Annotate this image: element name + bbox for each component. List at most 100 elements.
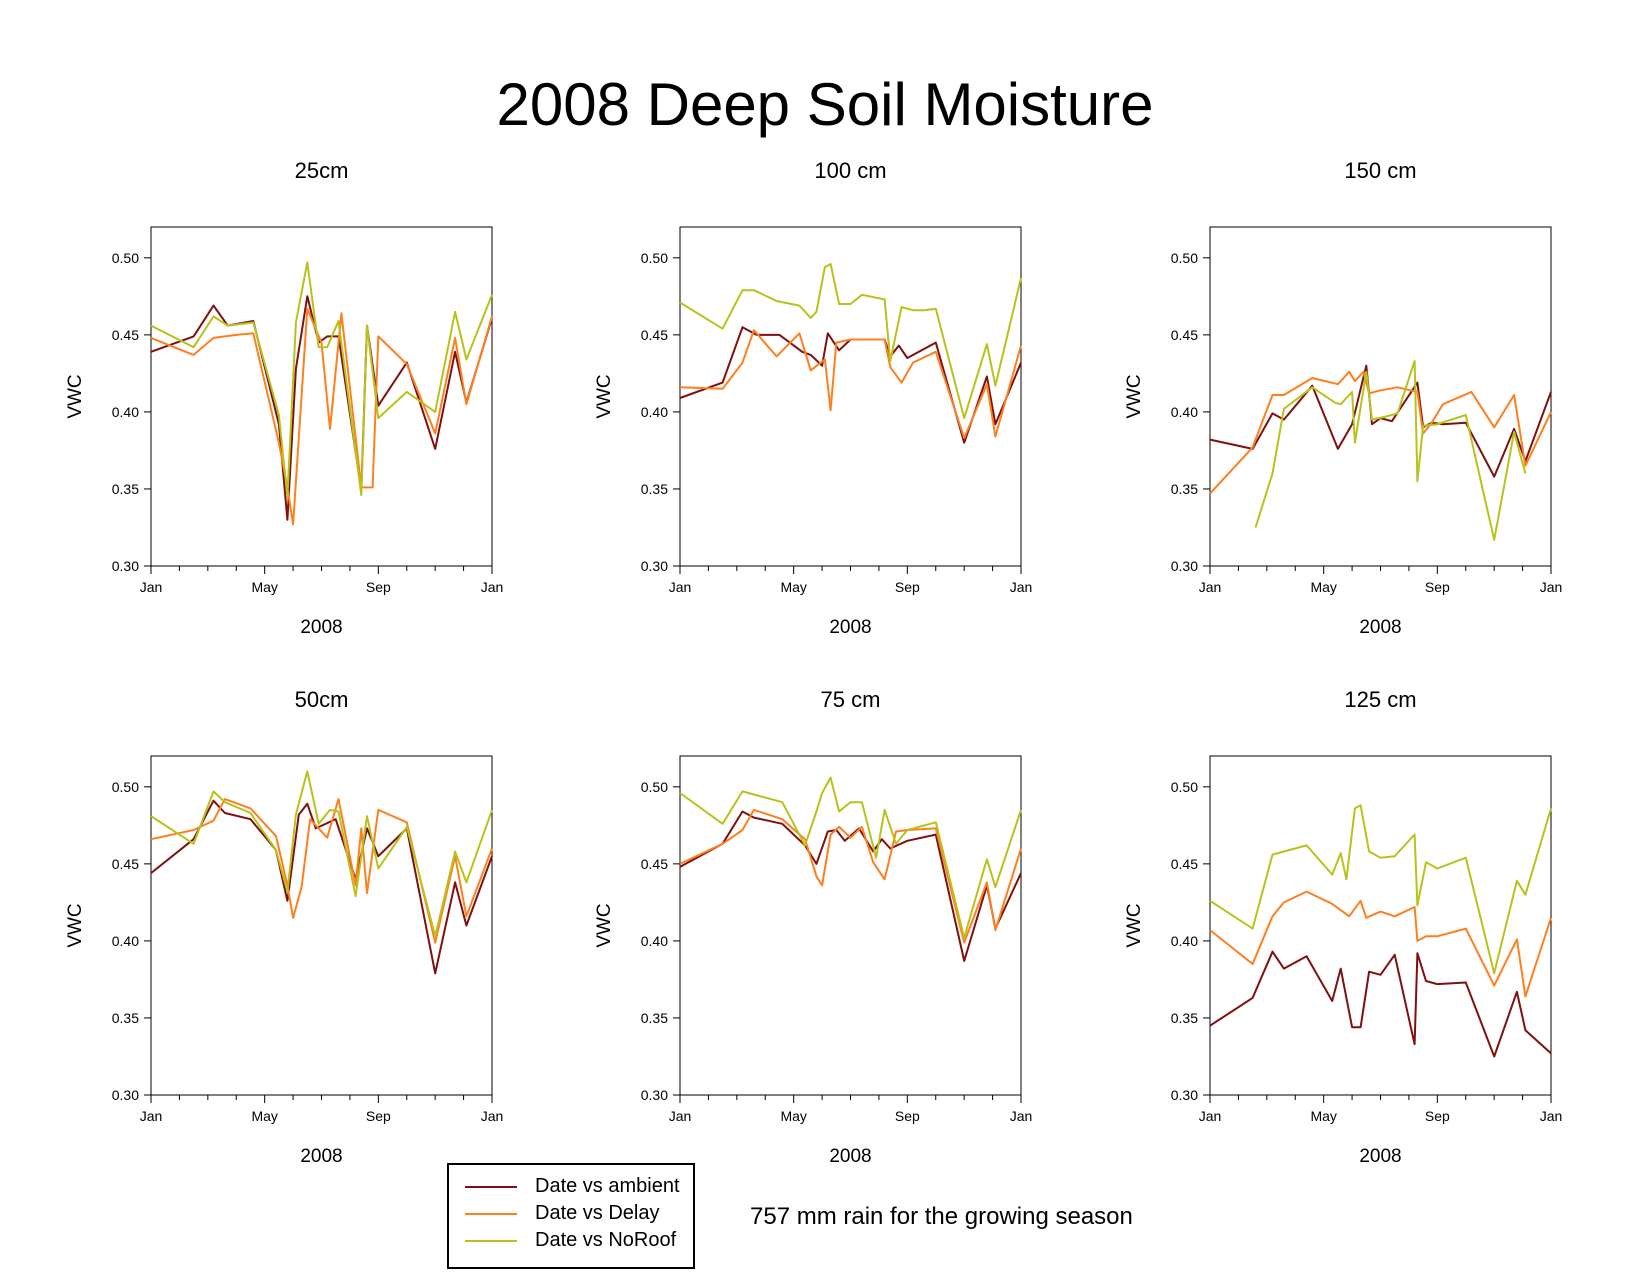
panel-2-xtick-label-1: May [780, 579, 806, 595]
panel-5-series-1-line [679, 810, 1022, 962]
panel-4-xlabel: 2008 [300, 1146, 342, 1167]
panel-2-ytick-label-3: 0.45 [641, 327, 668, 343]
panel-1-xlabel: 2008 [300, 617, 342, 638]
panel-4-ytick-label-0: 0.30 [112, 1087, 139, 1103]
legend-label-delay: Date vs Delay [535, 1202, 660, 1224]
panel-5-ytick-label-0: 0.30 [641, 1087, 668, 1103]
rain-note: 757 mm rain for the growing season [750, 1203, 1133, 1230]
panel-3-ytick-label-3: 0.45 [1171, 327, 1198, 343]
panel-2-title: 100 cm [814, 158, 886, 183]
panel-2-xlabel: 2008 [829, 617, 871, 638]
panel-6-series-1-line [1209, 950, 1552, 1058]
panel-4-xtick-label-0: Jan [140, 1108, 163, 1124]
panel-1-xtick-label-3: Jan [481, 579, 504, 595]
panel-3-frame [1209, 226, 1552, 567]
panel-5-xtick-label-3: Jan [1010, 1108, 1033, 1124]
panel-6-xtick-label-1: May [1310, 1108, 1336, 1124]
panel-1-xtick-label-1: May [251, 579, 277, 595]
panel-4-xtick-label-2: Sep [366, 1108, 391, 1124]
panel-5-title: 75 cm [821, 687, 881, 712]
panel-4-title: 50cm [295, 687, 349, 712]
panel-6-xlabel: 2008 [1359, 1146, 1401, 1167]
panel-1-xtick-label-2: Sep [366, 579, 391, 595]
legend-swatch-ambient [465, 1185, 517, 1188]
panel-3-xlabel: 2008 [1359, 617, 1401, 638]
panel-2-xtick-label-3: Jan [1010, 579, 1033, 595]
panel-4-ytick-label-3: 0.45 [112, 856, 139, 872]
panel-5-xtick-label-2: Sep [895, 1108, 920, 1124]
panel-3-ylabel: VWC [1124, 374, 1145, 418]
panel-6-ytick-label-0: 0.30 [1171, 1087, 1198, 1103]
panel-1-ytick-label-1: 0.35 [112, 481, 139, 497]
panel-1-ylabel: VWC [65, 374, 86, 418]
legend-label-noroof: Date vs NoRoof [535, 1229, 677, 1251]
panel-3-series-2-line [1209, 370, 1552, 495]
panel-5-ytick-label-1: 0.35 [641, 1010, 668, 1026]
panel-2-series-2-line [679, 329, 1022, 440]
panel-6-ytick-label-1: 0.35 [1171, 1010, 1198, 1026]
panel-6-title: 125 cm [1344, 687, 1416, 712]
panel-5-xtick-label-1: May [780, 1108, 806, 1124]
panel-6-ytick-label-3: 0.45 [1171, 856, 1198, 872]
panel-3-ytick-label-0: 0.30 [1171, 558, 1198, 574]
panel-6-xtick-label-0: Jan [1199, 1108, 1222, 1124]
panel-4-series-3-line [150, 770, 493, 938]
panel-3-series-3-line [1254, 360, 1527, 541]
legend-swatch-noroof [465, 1239, 517, 1242]
panel-5-ytick-label-2: 0.40 [641, 933, 668, 949]
legend: Date vs ambient Date vs Delay Date vs No… [447, 1163, 695, 1269]
panel-2-xtick-label-2: Sep [895, 579, 920, 595]
panel-5-ytick-label-3: 0.45 [641, 856, 668, 872]
panel-2-ytick-label-0: 0.30 [641, 558, 668, 574]
panel-6-ytick-label-2: 0.40 [1171, 933, 1198, 949]
panel-6-series-3-line [1209, 804, 1552, 975]
legend-label-ambient: Date vs ambient [535, 1175, 680, 1197]
panel-2-series-3-line [679, 263, 1022, 420]
panel-4-series-1-line [150, 799, 493, 975]
panel-3-xtick-label-3: Jan [1540, 579, 1563, 595]
panel-1-xtick-label-0: Jan [140, 579, 163, 595]
legend-item-noroof: Date vs NoRoof [465, 1229, 676, 1253]
page-title: 2008 Deep Soil Moisture [496, 71, 1154, 138]
panel-6-xtick-label-2: Sep [1425, 1108, 1450, 1124]
panel-4-ytick-label-4: 0.50 [112, 779, 139, 795]
panel-4-xtick-label-3: Jan [481, 1108, 504, 1124]
panel-3-xtick-label-2: Sep [1425, 579, 1450, 595]
panel-3-ytick-label-2: 0.40 [1171, 404, 1198, 420]
panel-5-xlabel: 2008 [829, 1146, 871, 1167]
panel-5-series-3-line [679, 776, 1022, 939]
legend-swatch-delay [465, 1212, 517, 1215]
panel-5-xtick-label-0: Jan [669, 1108, 692, 1124]
panel-2-ytick-label-1: 0.35 [641, 481, 668, 497]
panel-3-xtick-label-0: Jan [1199, 579, 1222, 595]
panel-6-xtick-label-3: Jan [1540, 1108, 1563, 1124]
panel-6-series-2-line [1209, 890, 1552, 998]
panel-4-xtick-label-1: May [251, 1108, 277, 1124]
panel-4-ytick-label-2: 0.40 [112, 933, 139, 949]
panel-2-ytick-label-4: 0.50 [641, 250, 668, 266]
panel-3-ytick-label-4: 0.50 [1171, 250, 1198, 266]
panel-2-ytick-label-2: 0.40 [641, 404, 668, 420]
panel-1-series-3-line [150, 261, 493, 498]
panel-3-ytick-label-1: 0.35 [1171, 481, 1198, 497]
panel-2-ylabel: VWC [594, 374, 615, 418]
panel-1-ytick-label-3: 0.45 [112, 327, 139, 343]
panel-4-ytick-label-1: 0.35 [112, 1010, 139, 1026]
legend-item-delay: Date vs Delay [465, 1202, 660, 1226]
panel-3-title: 150 cm [1344, 158, 1416, 183]
panel-3-xtick-label-1: May [1310, 579, 1336, 595]
panel-6-ytick-label-4: 0.50 [1171, 779, 1198, 795]
panel-5-series-2-line [679, 808, 1022, 944]
panel-3-series-1-line [1209, 364, 1552, 478]
legend-item-ambient: Date vs ambient [465, 1175, 680, 1199]
panel-1-frame [150, 226, 493, 567]
panel-1-ytick-label-4: 0.50 [112, 250, 139, 266]
panel-1-title: 25cm [295, 158, 349, 183]
panel-6-frame [1209, 755, 1552, 1096]
panel-4-ylabel: VWC [65, 903, 86, 947]
panel-1-ytick-label-2: 0.40 [112, 404, 139, 420]
panel-5-ylabel: VWC [594, 903, 615, 947]
panel-6-ylabel: VWC [1124, 903, 1145, 947]
panel-2-xtick-label-0: Jan [669, 579, 692, 595]
